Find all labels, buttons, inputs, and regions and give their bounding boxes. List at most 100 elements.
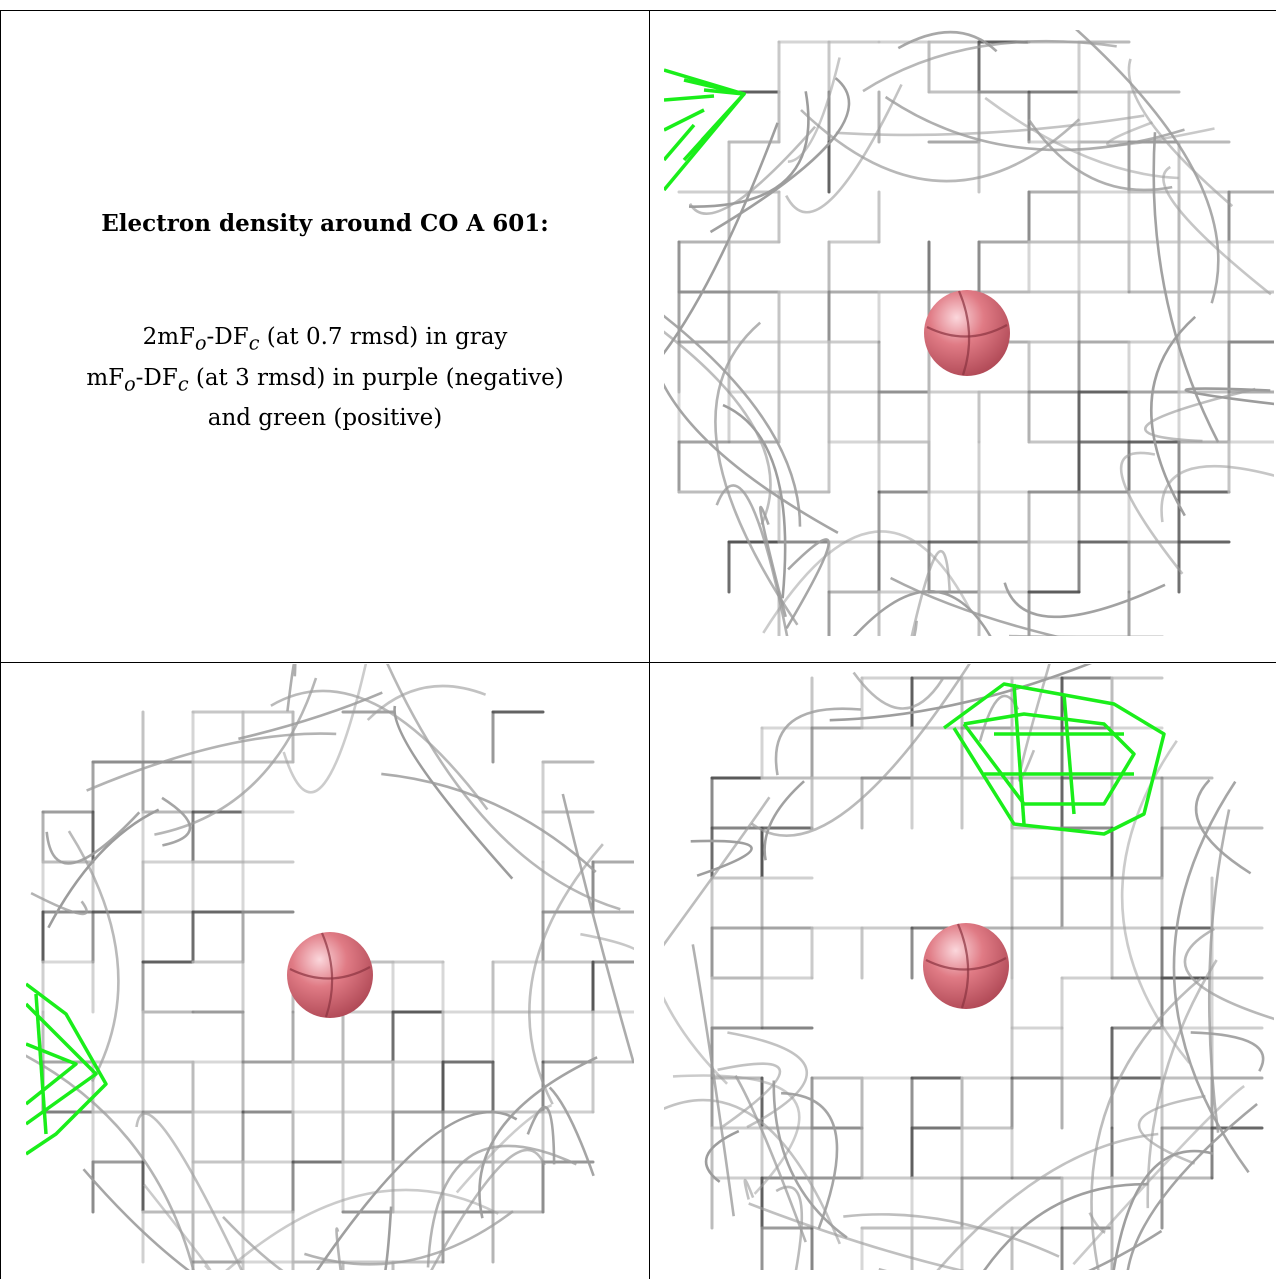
- contour-strand: [426, 1144, 577, 1268]
- contour-strand: [548, 1086, 595, 1177]
- contour-strand: [759, 505, 787, 618]
- contour-strand: [1027, 118, 1173, 192]
- contour-strand: [785, 83, 903, 214]
- frame-top: [0, 10, 1276, 11]
- contour-strand: [1106, 121, 1215, 147]
- contour-strand: [1119, 451, 1184, 575]
- contour-strand: [1162, 165, 1272, 296]
- contour-strand: [135, 1112, 243, 1270]
- co-atom-sphere: [923, 923, 1009, 1009]
- positive-density-strand: [1062, 693, 1076, 815]
- contour-strand: [366, 684, 487, 721]
- contour-strand: [983, 1182, 1149, 1270]
- density-mesh-view-1: [664, 30, 1274, 636]
- contour-strand: [722, 403, 787, 599]
- contour-strand: [664, 796, 771, 947]
- atom-mesh-crossing: [289, 966, 371, 980]
- contour-strand: [734, 1075, 807, 1243]
- contour-strand: [455, 1103, 552, 1194]
- atom-mesh-crossing: [926, 324, 1008, 338]
- positive-density-strand: [664, 68, 746, 192]
- contour-strand: [67, 830, 120, 1083]
- contour-strand: [386, 664, 621, 911]
- contour-strand: [672, 1074, 801, 1195]
- co-atom-sphere: [287, 932, 373, 1018]
- contour-strand: [86, 732, 337, 792]
- contour-strand: [835, 114, 1145, 137]
- contour-strand: [1120, 739, 1191, 1064]
- contour-strand: [381, 772, 597, 873]
- density-mesh-view-2: [26, 664, 634, 1270]
- positive-density-mesh: [664, 68, 746, 192]
- contour-strand: [763, 780, 805, 861]
- contour-strand: [787, 57, 841, 163]
- contour-strand: [1150, 315, 1197, 517]
- caption-line-2-b: -DF: [135, 364, 178, 391]
- contour-strand: [316, 1110, 518, 1270]
- contour-strand: [282, 664, 368, 794]
- caption-line-1-sub-o: o: [194, 331, 207, 355]
- caption-line-1-c: (at 0.7 rmsd) in gray: [259, 324, 508, 350]
- contour-strand: [1194, 779, 1252, 875]
- contour-strand: [430, 1148, 546, 1270]
- density-mesh-view-3: [664, 664, 1274, 1270]
- positive-density-strand: [26, 982, 108, 1156]
- atom-mesh-crossing: [956, 923, 970, 1009]
- contour-strand: [664, 1098, 842, 1245]
- contour-strand: [478, 1056, 598, 1219]
- view-bottom-right: [664, 664, 1274, 1270]
- contour-strand: [781, 1091, 839, 1230]
- contour-strand: [750, 664, 971, 837]
- contour-strand: [238, 691, 383, 741]
- contour-strand: [161, 796, 192, 847]
- caption-line-2: mFo-DFc (at 3 rmsd) in purple (negative): [0, 361, 650, 402]
- co-atom: [923, 923, 1009, 1009]
- positive-density-mesh: [942, 682, 1166, 836]
- positive-density-strand: [664, 108, 705, 132]
- contour-strand: [384, 1206, 393, 1270]
- contour-strand: [664, 996, 729, 1085]
- positive-density-strand: [942, 682, 1166, 836]
- contour-strand: [225, 1188, 499, 1270]
- contour-strand: [748, 1202, 965, 1270]
- frame-divider-horizontal: [0, 662, 1276, 663]
- contour-strand: [142, 1183, 212, 1270]
- caption-title: Electron density around CO A 601:: [101, 210, 549, 237]
- contour-strand: [1090, 977, 1203, 1270]
- caption-line-1-sub-c: c: [248, 331, 260, 355]
- atom-mesh-crossing: [957, 290, 971, 376]
- positive-density-strand: [664, 94, 715, 102]
- caption-line-2-c: (at 3 rmsd) in purple (negative): [188, 364, 564, 391]
- contour-strand: [936, 1132, 1159, 1270]
- contour-strand: [714, 321, 799, 626]
- caption-line-2-a: mF: [86, 364, 125, 391]
- contour-strand: [664, 314, 802, 527]
- contour-strands: [664, 664, 1274, 1270]
- contour-strand: [1137, 1094, 1206, 1165]
- contour-strand: [286, 664, 297, 712]
- contour-strand: [704, 1129, 740, 1183]
- contour-strand: [897, 30, 998, 53]
- co-atom: [287, 932, 373, 1018]
- contour-strand: [26, 1054, 195, 1270]
- positive-density-strand: [664, 123, 696, 162]
- contour-strand: [852, 671, 944, 710]
- co-atom-sphere: [924, 290, 1010, 376]
- contour-strand: [884, 95, 1185, 152]
- contour-strand: [862, 39, 1117, 93]
- contour-strand: [715, 484, 789, 636]
- contour-strand: [561, 793, 634, 1064]
- caption-line-2-sub-o: o: [124, 372, 136, 396]
- caption-line-3: and green (positive): [207, 405, 443, 432]
- contour-strand: [691, 944, 735, 1217]
- caption-body: 2mFo-DFc (at 0.7 rmsd) in gray mFo-DFc (…: [0, 320, 650, 436]
- contour-strand: [154, 677, 318, 836]
- contour-strand: [843, 1213, 1060, 1258]
- contour-strand: [1183, 927, 1274, 1021]
- contour-strand: [222, 1216, 284, 1270]
- atom-mesh-crossing: [925, 957, 1007, 971]
- contour-strand: [688, 125, 817, 215]
- contour-strand: [393, 705, 514, 880]
- contour-strand: [664, 382, 839, 534]
